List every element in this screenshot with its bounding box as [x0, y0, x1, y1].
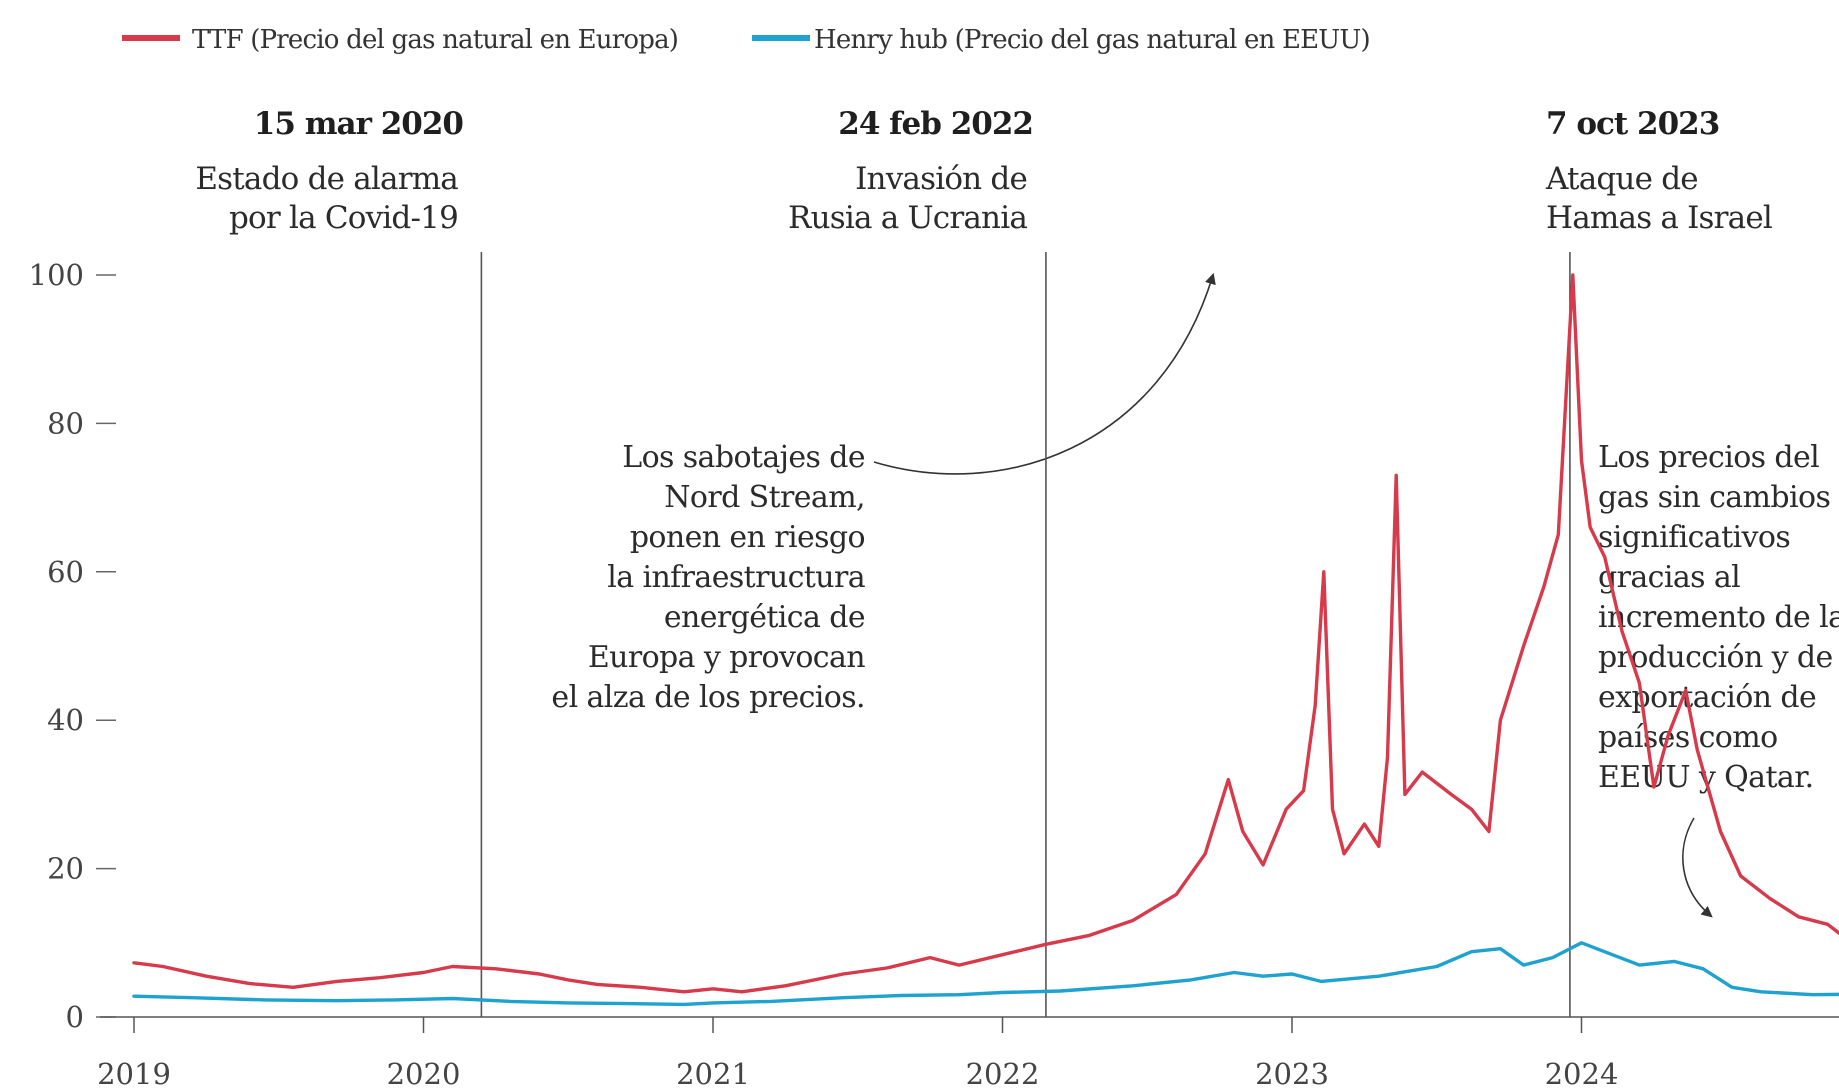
annotation-line: Europa y provocan	[588, 640, 865, 675]
y-tick-label: 40	[47, 703, 84, 737]
annotation-line: el alza de los precios.	[551, 680, 865, 715]
annotation-arrow	[1682, 817, 1713, 918]
event-lines	[480, 252, 1571, 1017]
legend-label-ttf: TTF (Precio del gas natural en Europa)	[192, 25, 678, 55]
y-tick-label: 100	[29, 258, 84, 292]
annotation-line: Los precios del	[1598, 440, 1819, 475]
annotation-line: Los sabotajes de	[622, 440, 865, 475]
event-ukraine-invasion: 24 feb 2022 Invasión de Rusia a Ucrania	[788, 106, 1034, 236]
series-layer	[132, 273, 1839, 1007]
annotation-line: la infraestructura	[607, 560, 865, 595]
event-description-line: Invasión de	[855, 161, 1027, 197]
event-date: 15 mar 2020	[254, 106, 464, 142]
x-axis: 2019 2020 2021 2022 2023 2024	[97, 1016, 1839, 1089]
series-line-henry-hub	[132, 941, 1839, 1007]
event-date: 24 feb 2022	[838, 106, 1033, 142]
x-tick-label: 2020	[387, 1057, 461, 1089]
x-tick-label: 2023	[1255, 1057, 1329, 1089]
x-tick-label: 2021	[676, 1057, 750, 1089]
x-tick-label: 2024	[1545, 1057, 1619, 1089]
x-tick-label: 2022	[966, 1057, 1040, 1089]
annotation-line: significativos	[1598, 520, 1790, 555]
x-tick-label: 2019	[97, 1057, 171, 1089]
event-description-line: Ataque de	[1545, 161, 1698, 197]
event-hamas-attack: 7 oct 2023 Ataque de Hamas a Israel	[1545, 106, 1773, 236]
annotation-line: Nord Stream,	[664, 480, 865, 515]
annotation-line: países como	[1598, 720, 1778, 755]
y-tick-label: 60	[47, 555, 84, 589]
event-date: 7 oct 2023	[1546, 106, 1719, 142]
annotation-line: gas sin cambios	[1598, 480, 1830, 515]
event-description-line: Estado de alarma	[195, 161, 458, 197]
y-tick-label: 80	[47, 406, 84, 440]
legend: TTF (Precio del gas natural en Europa) H…	[122, 25, 1371, 55]
event-description-line: Rusia a Ucrania	[788, 200, 1027, 236]
legend-label-henry-hub: Henry hub (Precio del gas natural en EEU…	[814, 25, 1370, 55]
annotation-line: energética de	[664, 600, 865, 635]
event-covid: 15 mar 2020 Estado de alarma por la Covi…	[195, 106, 464, 236]
annotation-line: incremento de la	[1598, 600, 1839, 635]
annotation-line: ponen en riesgo	[630, 520, 865, 555]
y-tick-label: 0	[66, 1000, 84, 1034]
event-description-line: Hamas a Israel	[1546, 200, 1772, 236]
annotation-line: exportación de	[1598, 680, 1816, 715]
event-description-line: por la Covid-19	[229, 200, 458, 236]
y-tick-label: 20	[47, 852, 84, 886]
annotation-line: producción y de	[1598, 640, 1833, 675]
annotation-line: gracias al	[1598, 560, 1740, 595]
annotation-arrow	[873, 272, 1216, 475]
series-line-ttf	[132, 273, 1839, 994]
y-axis: 0 20 40 60 80 100	[29, 258, 116, 1034]
annotation-nord-stream: Los sabotajes de Nord Stream, ponen en r…	[551, 272, 1216, 715]
annotation-stable-prices: Los precios del gas sin cambios signific…	[1598, 440, 1839, 918]
